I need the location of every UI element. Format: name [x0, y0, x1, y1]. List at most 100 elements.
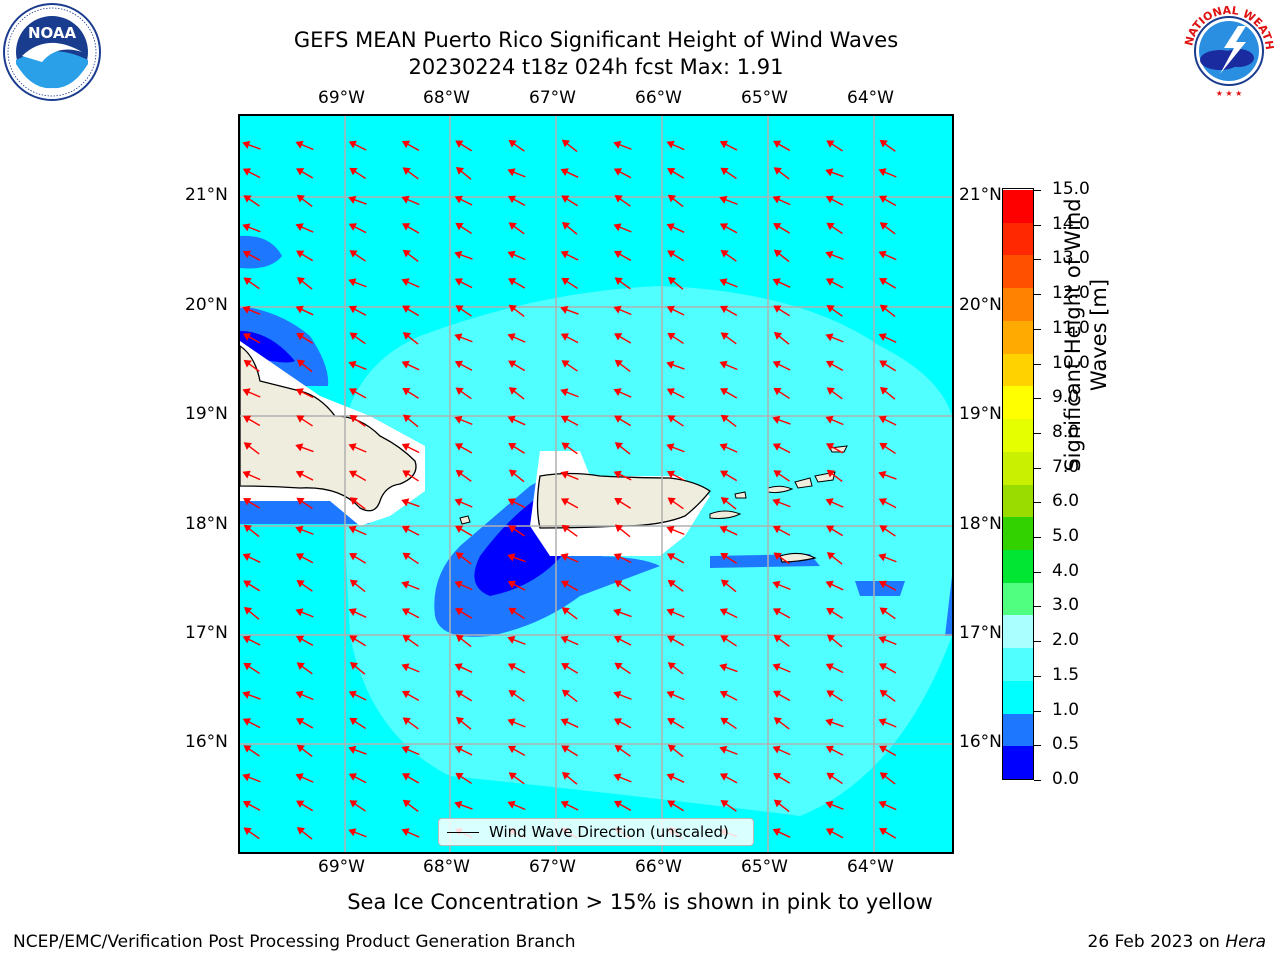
- map-subtitle: 20230224 t18z 024h fcst Max: 1.91: [408, 55, 784, 79]
- wave-direction-arrow: [773, 552, 790, 565]
- wave-direction-arrow: [243, 745, 260, 757]
- colorbar-tick-label: 9.0: [1052, 387, 1080, 408]
- lat-label-left: 21°N: [185, 185, 228, 205]
- wave-direction-arrow: [878, 168, 897, 178]
- wave-direction-arrow: [243, 580, 261, 592]
- wave-direction-arrow: [454, 580, 473, 591]
- wave-direction-arrow: [825, 250, 844, 260]
- wave-direction-arrow: [242, 635, 261, 646]
- wave-direction-arrow: [772, 580, 791, 591]
- wave-direction-arrow: [402, 332, 419, 345]
- wave-direction-arrow: [772, 360, 791, 371]
- wave-direction-arrow: [296, 497, 313, 510]
- wave-direction-arrow: [773, 305, 791, 317]
- wave-direction-arrow: [508, 469, 525, 483]
- colorbar: [1002, 188, 1034, 780]
- wave-direction-arrow: [508, 690, 525, 702]
- wave-direction-arrow: [401, 690, 420, 701]
- wave-direction-arrow: [614, 359, 631, 372]
- wave-direction-arrow: [613, 635, 632, 646]
- wave-direction-arrow: [720, 553, 738, 564]
- wave-direction-arrow: [401, 608, 420, 619]
- wave-direction-arrow: [561, 524, 578, 537]
- wave-direction-arrow: [401, 745, 420, 756]
- wind-wave-arrows: [242, 139, 897, 840]
- wave-direction-arrow: [773, 167, 790, 180]
- wave-direction-arrow: [613, 140, 632, 150]
- wave-direction-arrow: [825, 663, 844, 674]
- wave-direction-arrow: [561, 195, 579, 207]
- wave-direction-arrow: [295, 773, 314, 783]
- colorbar-tick-label: 12.0: [1052, 283, 1090, 304]
- wave-direction-arrow: [401, 580, 420, 590]
- wave-direction-arrow: [667, 718, 685, 729]
- wave-direction-arrow: [508, 304, 525, 317]
- wave-direction-arrow: [455, 305, 472, 317]
- wave-direction-arrow: [454, 663, 473, 673]
- wave-direction-arrow: [666, 608, 685, 618]
- wave-direction-arrow: [719, 140, 738, 151]
- wave-direction-arrow: [825, 168, 844, 178]
- wave-direction-arrow: [401, 443, 420, 454]
- map-legend: Wind Wave Direction (unscaled): [438, 818, 754, 846]
- wave-direction-arrow: [402, 167, 419, 180]
- wave-direction-arrow: [455, 716, 472, 730]
- colorbar-tick-mark: [1034, 328, 1041, 330]
- wave-direction-arrow: [878, 415, 897, 426]
- wave-direction-arrow: [614, 333, 632, 344]
- lon-label-bottom: 68°W: [423, 857, 470, 877]
- wave-direction-arrow: [878, 250, 897, 261]
- colorbar-tick-mark: [1034, 675, 1041, 677]
- wave-direction-arrow: [454, 278, 473, 289]
- wave-direction-arrow: [242, 690, 261, 700]
- wave-direction-arrow: [296, 359, 313, 373]
- wave-direction-arrow: [772, 195, 791, 206]
- colorbar-tick-mark: [1034, 537, 1041, 539]
- wave-direction-arrow: [295, 443, 314, 453]
- wave-direction-arrow: [561, 442, 578, 455]
- wave-direction-arrow: [348, 443, 367, 453]
- wave-direction-arrow: [560, 553, 579, 563]
- wave-direction-arrow: [879, 139, 896, 152]
- wave-direction-arrow: [879, 195, 897, 207]
- wave-direction-arrow: [348, 773, 367, 784]
- wave-direction-arrow: [243, 524, 260, 538]
- wave-direction-arrow: [296, 168, 314, 179]
- wave-direction-arrow: [455, 166, 472, 180]
- lat-label-right: 21°N: [959, 185, 1002, 205]
- wave-direction-arrow: [825, 360, 844, 371]
- wave-direction-arrow: [720, 388, 738, 399]
- wave-direction-arrow: [454, 250, 473, 260]
- svg-text:NOAA: NOAA: [28, 24, 77, 42]
- wave-direction-arrow: [666, 525, 685, 536]
- generation-date-text: 26 Feb 2023 on: [1087, 932, 1226, 952]
- wave-direction-arrow: [826, 140, 843, 152]
- wave-direction-arrow: [773, 799, 790, 813]
- lat-label-right: 17°N: [959, 623, 1002, 643]
- colorbar-tick-mark: [1034, 745, 1041, 747]
- wave-direction-arrow: [878, 635, 897, 646]
- lon-label-bottom: 67°W: [529, 857, 576, 877]
- lon-label-top: 66°W: [635, 88, 682, 108]
- wave-direction-arrow: [348, 525, 367, 536]
- wave-direction-arrow: [720, 497, 737, 510]
- wave-direction-arrow: [878, 470, 897, 480]
- wave-direction-arrow: [667, 579, 684, 592]
- wave-direction-arrow: [507, 553, 526, 563]
- wave-direction-arrow: [719, 360, 738, 371]
- wave-direction-arrow: [614, 745, 631, 757]
- wave-direction-arrow: [348, 195, 367, 205]
- wave-direction-arrow: [825, 580, 844, 591]
- wave-direction-arrow: [243, 359, 260, 372]
- wave-direction-arrow: [402, 249, 419, 262]
- wave-direction-arrow: [561, 745, 579, 757]
- wave-direction-arrow: [719, 773, 738, 784]
- colorbar-tick-label: 11.0: [1052, 317, 1090, 338]
- colorbar-tick-mark: [1034, 780, 1041, 781]
- noaa-logo: NOAA: [3, 3, 101, 101]
- wave-direction-arrow: [560, 718, 579, 728]
- wave-direction-arrow: [614, 415, 632, 427]
- lon-label-top: 65°W: [741, 88, 788, 108]
- wave-direction-arrow: [825, 498, 844, 508]
- wave-direction-arrow: [242, 388, 261, 398]
